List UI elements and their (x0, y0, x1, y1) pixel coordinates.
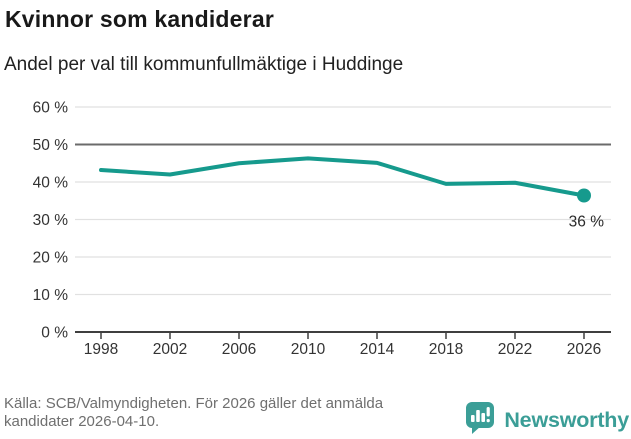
x-axis-tick-label: 2006 (222, 341, 256, 358)
y-axis-tick-label: 40 % (33, 175, 69, 192)
data-line (99, 156, 586, 198)
y-axis-tick-label: 0 % (41, 325, 68, 342)
y-axis-tick-label: 20 % (33, 250, 69, 267)
chart-title: Kvinnor som kandiderar (5, 6, 274, 32)
x-axis-tick-label: 2022 (498, 341, 532, 358)
line-chart: 0 % 10 % 20 % 30 % 40 % 50 % 60 % 1998 2002 2006 2… (0, 95, 631, 373)
x-axis-tick-label: 2002 (153, 341, 187, 358)
end-point-marker (577, 188, 591, 203)
x-axis-tick-label: 1998 (84, 341, 118, 358)
end-point-label: 36 % (569, 214, 605, 231)
y-axis-tick-label: 10 % (33, 287, 69, 304)
chart-svg: 0 % 10 % 20 % 30 % 40 % 50 % 60 % 1998 2002 2006 2… (33, 100, 611, 358)
newsworthy-wordmark: Newsworthy (504, 407, 629, 432)
source-note-line2: kandidater 2026-04-10. (4, 413, 160, 430)
x-axis-tick-label: 2010 (291, 341, 326, 358)
chart-subtitle: Andel per val till kommunfullmäktige i H… (4, 54, 404, 75)
newsworthy-logo[interactable]: Newsworthy (465, 401, 629, 439)
x-axis-tick-label: 2014 (360, 341, 395, 358)
source-note-line1: Källa: SCB/Valmyndigheten. För 2026 gäll… (4, 395, 384, 412)
x-axis-tick-label: 2018 (429, 341, 463, 358)
y-axis-tick-label: 50 % (33, 137, 69, 154)
source-note: Källa: SCB/Valmyndigheten. För 2026 gäll… (4, 395, 474, 431)
x-axis-tick-label: 2026 (567, 341, 601, 358)
y-axis-tick-label: 60 % (33, 100, 69, 117)
y-axis-tick-label: 30 % (33, 212, 69, 229)
newsworthy-logo-icon (465, 401, 497, 439)
